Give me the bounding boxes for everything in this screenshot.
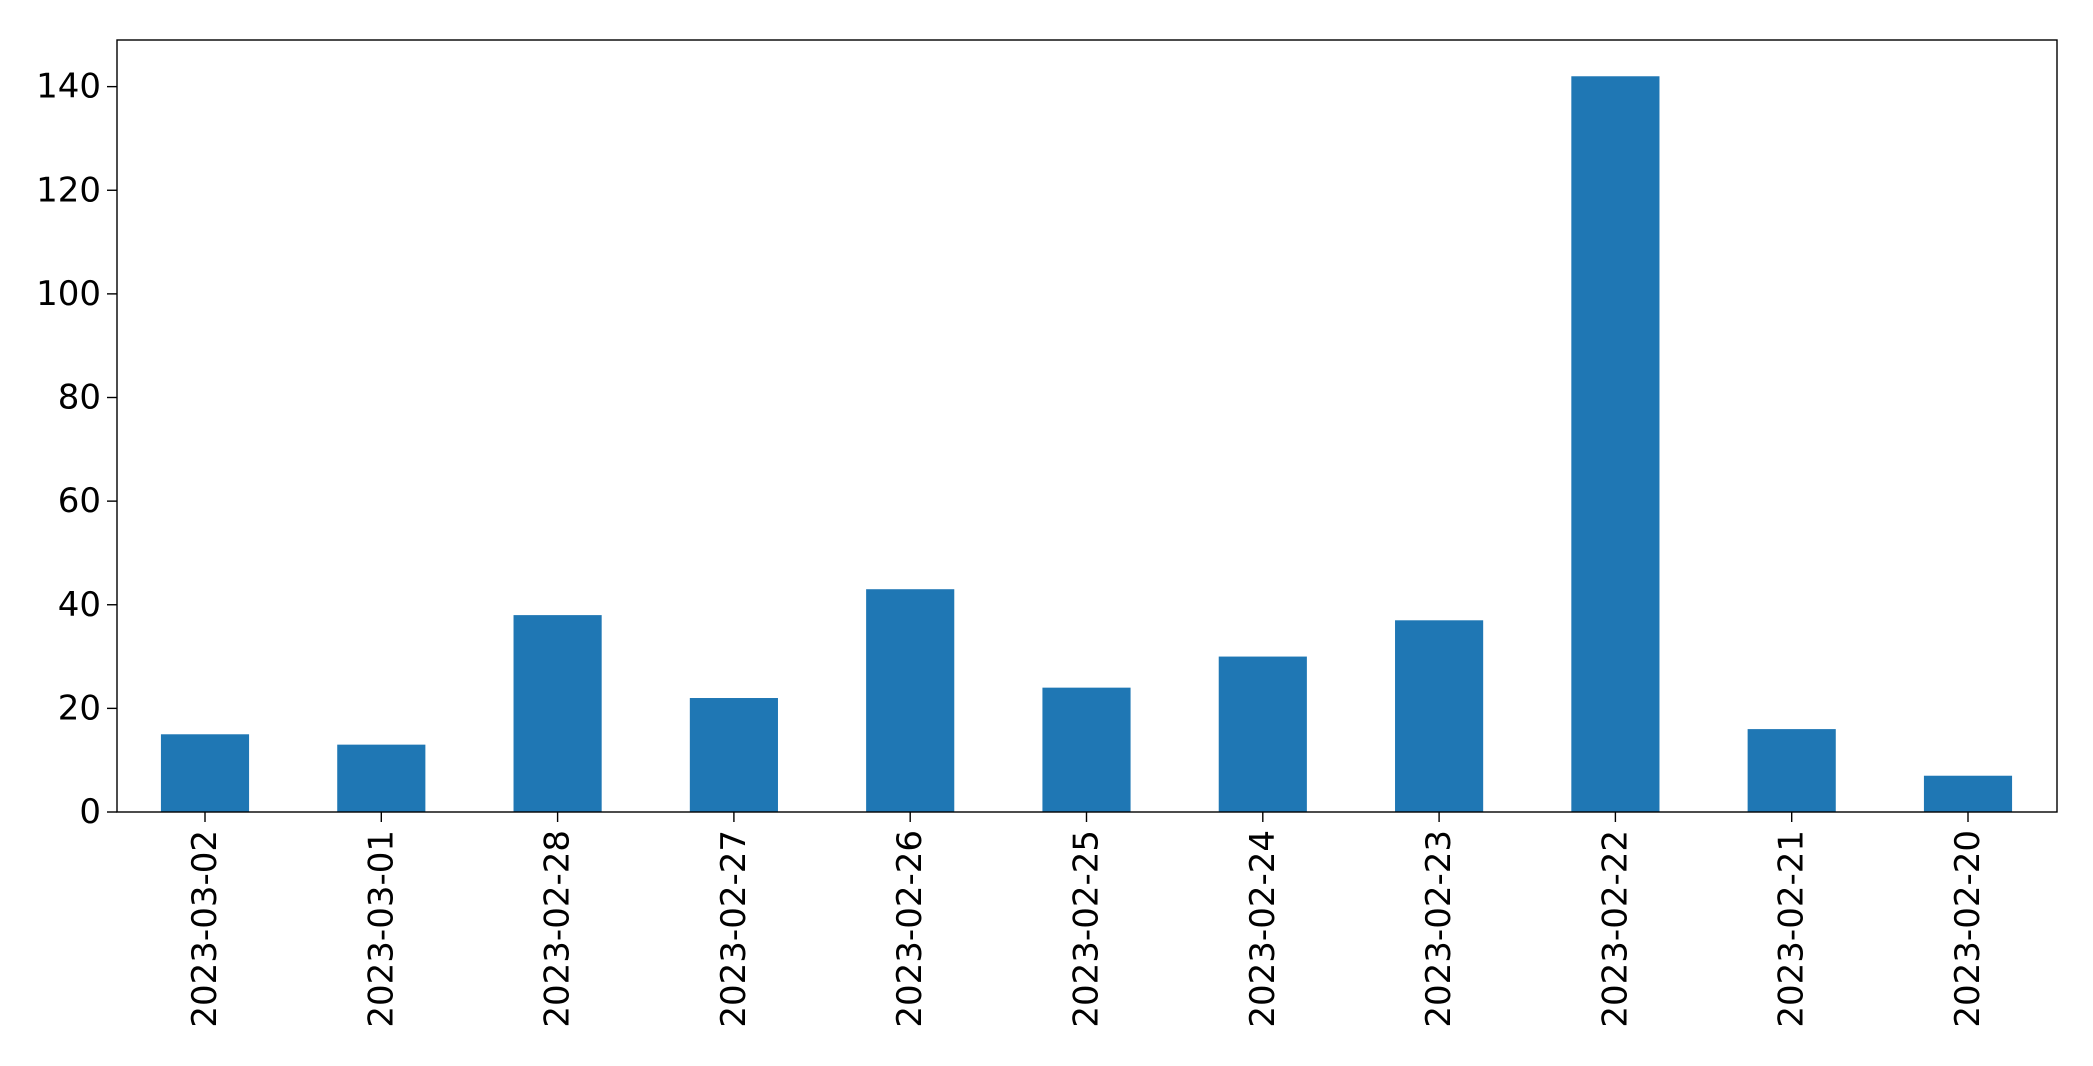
x-tick-label: 2023-02-28	[538, 830, 578, 1028]
y-axis: 0 20 40 60 80 100 120 140	[36, 67, 117, 832]
y-tick-label: 20	[58, 688, 101, 728]
plot-frame	[116, 39, 2058, 813]
bars-group	[160, 76, 2013, 813]
bar-2023-02-23	[1395, 620, 1484, 812]
y-tick-label: 80	[58, 378, 101, 418]
bar-2023-03-02	[160, 734, 250, 812]
y-tick-label: 60	[58, 481, 101, 521]
bar-2023-02-21	[1747, 729, 1836, 812]
x-axis: 2023-03-02 2023-03-01 2023-02-28 2023-02-27…	[185, 812, 1988, 1028]
bar-2023-03-01	[337, 744, 426, 812]
x-tick-label: 2023-02-23	[1419, 830, 1459, 1028]
bar-2023-02-22	[1571, 76, 1660, 813]
y-tick-label: 100	[36, 274, 101, 314]
x-tick-label: 2023-03-01	[361, 830, 401, 1028]
x-tick-label: 2023-02-20	[1948, 830, 1988, 1028]
x-tick-label: 2023-03-02	[185, 830, 225, 1028]
x-tick-label: 2023-02-26	[890, 830, 930, 1028]
bar-2023-02-20	[1923, 775, 2013, 812]
y-tick-label: 120	[36, 170, 101, 210]
y-tick-label: 0	[79, 792, 101, 832]
x-tick-label: 2023-02-27	[714, 830, 754, 1028]
bar-2023-02-24	[1218, 656, 1307, 812]
bar-2023-02-25	[1042, 687, 1131, 812]
bar-2023-02-28	[513, 615, 602, 812]
bar-2023-02-27	[689, 698, 778, 812]
x-tick-label: 2023-02-21	[1772, 830, 1812, 1028]
y-tick-label: 140	[36, 67, 101, 107]
x-tick-label: 2023-02-25	[1067, 830, 1107, 1028]
y-tick-label: 40	[58, 585, 101, 625]
x-tick-label: 2023-02-24	[1243, 830, 1283, 1028]
bar-2023-02-26	[866, 589, 955, 812]
x-tick-label: 2023-02-22	[1595, 830, 1635, 1028]
